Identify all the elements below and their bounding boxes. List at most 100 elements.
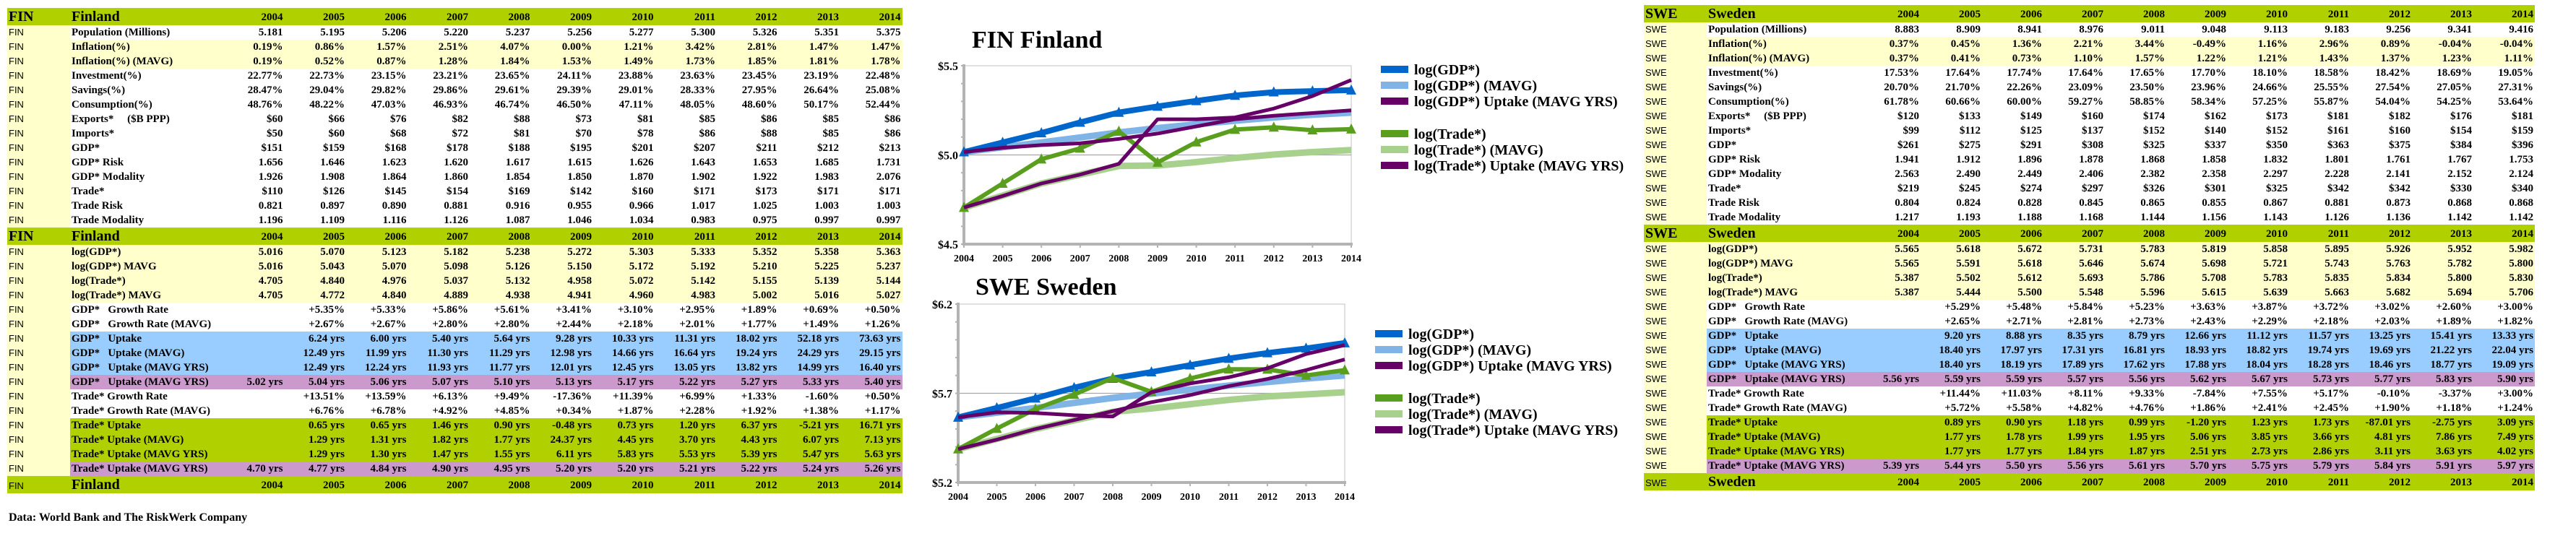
row-value: 5.73 yrs [2289, 372, 2351, 386]
row-value: +2.44% [531, 317, 593, 332]
row-value: 54.04% [2351, 95, 2412, 109]
data-point-marker [1030, 403, 1041, 414]
row-value [1859, 329, 1921, 343]
row-value: +1.49% [778, 317, 840, 332]
sweden-data-table: SWE Sweden 2004 2005 2006 2007 2008 2009 2010 201… [1644, 5, 2540, 496]
row-value: 6.00 yrs [346, 332, 408, 346]
row-value: 5.800 [2412, 271, 2473, 285]
row-value: 17.74% [1982, 66, 2043, 80]
row-value: 5.783 [2228, 271, 2289, 285]
row-value: 1.77 yrs [1921, 444, 1982, 459]
row-country-code: FIN [7, 274, 70, 288]
row-country-code: FIN [7, 259, 70, 274]
row-value [1859, 430, 1921, 444]
row-value: 1.896 [1982, 152, 2043, 167]
data-point-marker [997, 178, 1008, 189]
table-row: SWE Trade* Uptake (MAVG) 1.77 yrs 1.78 yrs 1… [1644, 430, 2535, 444]
row-value: 23.96% [2166, 80, 2228, 95]
row-value: 1.087 [470, 213, 532, 228]
row-value: 1.11% [2473, 51, 2535, 66]
table-row: FIN GDP* Modality 1.926 1.908 1.864 1.860 1.85… [7, 170, 903, 184]
row-country-code: FIN [7, 389, 70, 404]
row-value [1859, 401, 1921, 415]
row-value: 5.40 yrs [840, 375, 903, 389]
row-value: 0.86% [284, 40, 346, 54]
row-value: $60 [284, 126, 346, 141]
data-point-marker [1230, 90, 1241, 100]
y-tick-label: $4.5 [938, 239, 958, 251]
row-value: +2.03% [2351, 314, 2412, 329]
row-value: 7.13 yrs [840, 433, 903, 447]
table-row: SWE Exports* ($B PPP) $120 $133 $149 $160 $174… [1644, 109, 2535, 124]
row-value: 5.40 yrs [408, 332, 470, 346]
row-value: 5.10 yrs [470, 375, 532, 389]
row-value: $291 [1982, 138, 2043, 152]
row-country-code: FIN [7, 332, 70, 346]
row-value: 19.05% [2473, 66, 2535, 80]
row-value: 5.210 [717, 259, 779, 274]
row-value: $99 [1859, 124, 1921, 138]
year-header: 2009 [531, 8, 593, 25]
row-value: 9.113 [2228, 22, 2289, 37]
year-header: 2006 [1982, 5, 2043, 22]
row-country-code: FIN [7, 69, 70, 83]
row-value: 4.95 yrs [470, 462, 532, 476]
row-value: 5.181 [223, 25, 285, 40]
row-country-code: SWE [1644, 124, 1707, 138]
row-value: 5.225 [778, 259, 840, 274]
table-row: FIN Inflation(%) (MAVG) 0.19% 0.52% 0.87% 1.2… [7, 54, 903, 69]
row-value: 1.193 [1921, 210, 1982, 225]
row-label: Trade* [1707, 181, 1859, 196]
table-row: FIN Trade* Uptake (MAVG YRS) 1.29 yrs 1.30 … [7, 447, 903, 462]
year-header: 2012 [717, 228, 779, 245]
data-point-marker [1146, 386, 1157, 397]
row-label: GDP* Growth Rate [1707, 300, 1859, 314]
year-header: 2014 [840, 476, 903, 493]
row-value: 1.615 [531, 155, 593, 170]
row-country-code: FIN [7, 213, 70, 228]
row-value: 14.99 yrs [778, 360, 840, 375]
row-value: 5.20 yrs [593, 462, 655, 476]
row-value: 3.09 yrs [2473, 415, 2535, 430]
row-value: 0.73% [1982, 51, 2043, 66]
table-row: FIN log(Trade*) 4.705 4.840 4.976 5.037 5.132 4… [7, 274, 903, 288]
row-value: 19.24 yrs [717, 346, 779, 360]
row-value: $182 [2351, 109, 2412, 124]
data-point-marker [1307, 85, 1318, 96]
row-value: -17.36% [531, 389, 593, 404]
table-row: SWE GDP* Uptake (MAVG) 18.40 yrs 17.97 yrs 1… [1644, 343, 2535, 358]
row-country-code: FIN [7, 199, 70, 213]
row-value: 5.06 yrs [346, 375, 408, 389]
row-value: 5.618 [1982, 256, 2043, 271]
row-value: +2.43% [2166, 314, 2228, 329]
row-label: GDP* Growth Rate [70, 303, 223, 317]
row-country-code: FIN [7, 40, 70, 54]
year-header: 2014 [2473, 225, 2535, 242]
row-country-code: SWE [1644, 300, 1707, 314]
row-value: +3.00% [2473, 386, 2535, 401]
row-value: 2.490 [1921, 167, 1982, 181]
row-value: 1.30 yrs [346, 447, 408, 462]
row-value: 60.66% [1921, 95, 1982, 109]
row-value: 16.71 yrs [840, 418, 903, 433]
row-value [1859, 358, 1921, 372]
row-value: +3.72% [2289, 300, 2351, 314]
row-value: +4.85% [470, 404, 532, 418]
row-value: 1.025 [717, 199, 779, 213]
row-value: 46.93% [408, 98, 470, 112]
row-label: Trade Risk [70, 199, 223, 213]
table-row: SWE Trade Modality 1.217 1.193 1.188 1.168 1.1… [1644, 210, 2535, 225]
row-value: 1.84% [470, 54, 532, 69]
row-value: +2.95% [655, 303, 717, 317]
year-header: 2012 [2351, 473, 2412, 490]
series-line-log-gdp-mavg- [957, 372, 1345, 421]
row-value: 4.77 yrs [284, 462, 346, 476]
x-tick-label: 2009 [1142, 492, 1162, 503]
row-value: 1.908 [284, 170, 346, 184]
row-value: $275 [1921, 138, 1982, 152]
table-header-row: SWE Sweden 2004 2005 2006 2007 2008 2009 2010 201… [1644, 225, 2535, 242]
row-value: 13.05 yrs [655, 360, 717, 375]
table-row: SWE log(GDP*) 5.565 5.618 5.672 5.731 5.783 5.8… [1644, 242, 2535, 256]
x-tick-label: 2012 [1264, 254, 1284, 264]
row-value: 3.44% [2105, 37, 2166, 51]
